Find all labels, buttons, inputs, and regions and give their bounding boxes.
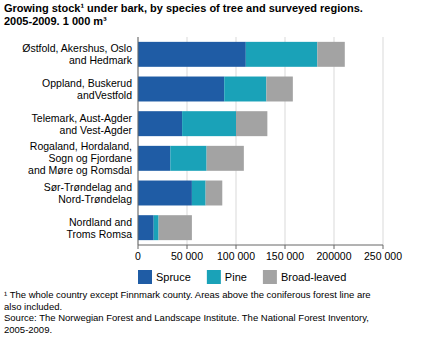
category-label: Østfold, Akershus, Osloand Hedmark xyxy=(22,42,132,66)
grid-line xyxy=(285,37,286,245)
title: Growing stock¹ under bark, by species of… xyxy=(4,2,363,27)
footnote-line: ¹ The whole country except Finnmark coun… xyxy=(4,289,371,300)
category-label: Nordland andTroms Romsa xyxy=(66,216,132,240)
grid-line xyxy=(383,37,384,245)
category-label-line: Nord-Trøndelag xyxy=(58,193,132,205)
bar xyxy=(266,77,292,102)
tick-label: 150 000 xyxy=(266,250,304,262)
tick-label: 0 xyxy=(135,250,141,262)
bar xyxy=(138,146,170,171)
bar xyxy=(192,181,206,206)
bar xyxy=(317,42,344,67)
bar xyxy=(138,181,192,206)
footnote-line: Source: The Norwegian Forest and Landsca… xyxy=(4,312,369,323)
legend-label: Broad-leaved xyxy=(281,271,346,283)
bar xyxy=(138,77,224,102)
legend-label: Pine xyxy=(225,271,247,283)
bar xyxy=(138,111,182,136)
footnote-line: 2005-2009. xyxy=(4,324,52,335)
tick-label: 250 000 xyxy=(364,250,402,262)
bar xyxy=(236,111,267,136)
tick-mark xyxy=(138,245,139,249)
category-label: Rogaland, Hordaland,Sogn og Fjordaneand … xyxy=(28,140,132,176)
category-label-line: and Møre og Romsdal xyxy=(28,164,132,176)
tick-label: 100 000 xyxy=(217,250,255,262)
title-line: 2005-2009. 1 000 m³ xyxy=(4,15,107,27)
y-axis xyxy=(138,37,139,245)
bar xyxy=(224,77,266,102)
category-label-line: Telemark, Aust-Agder xyxy=(32,112,133,124)
category-label-line: and Hedmark xyxy=(69,54,133,66)
category-label: Telemark, Aust-Agderand Vest-Agder xyxy=(32,112,133,136)
tick-mark xyxy=(383,245,384,249)
bar xyxy=(206,181,223,206)
grid-line xyxy=(138,37,139,245)
grid-line xyxy=(236,37,237,245)
category-label: Sør-Trøndelag andNord-Trøndelag xyxy=(44,181,132,205)
bar xyxy=(159,215,192,240)
grid-line xyxy=(334,37,335,245)
bar xyxy=(138,42,246,67)
category-label-line: Rogaland, Hordaland, xyxy=(30,140,132,152)
bar xyxy=(182,111,236,136)
tick-label: 200000 xyxy=(316,250,351,262)
footnote-line: also included. xyxy=(4,301,62,312)
grid-line xyxy=(187,37,188,245)
bar xyxy=(207,146,244,171)
bars xyxy=(138,42,345,240)
legend-swatch xyxy=(138,270,152,284)
category-label-line: Sør-Trøndelag and xyxy=(44,181,132,193)
title-line: Growing stock¹ under bark, by species of… xyxy=(4,2,363,14)
footnote: ¹ The whole country except Finnmark coun… xyxy=(4,289,371,335)
tick-mark xyxy=(334,245,335,249)
bar xyxy=(246,42,318,67)
category-label-line: Sogn og Fjordane xyxy=(49,152,133,164)
legend-swatch xyxy=(207,270,221,284)
bar xyxy=(154,215,159,240)
chart: Growing stock¹ under bark, by species of… xyxy=(0,0,425,356)
bar xyxy=(138,215,154,240)
tick-mark xyxy=(236,245,237,249)
category-label-line: Østfold, Akershus, Oslo xyxy=(22,42,132,54)
legend-swatch xyxy=(263,270,277,284)
tick-mark xyxy=(285,245,286,249)
tick-label: 50 000 xyxy=(171,250,203,262)
tick-mark xyxy=(187,245,188,249)
category-label: Oppland, BuskerudandVestfold xyxy=(42,77,132,101)
category-label-line: and Vest-Agder xyxy=(60,124,133,136)
x-axis xyxy=(138,245,383,246)
category-label-line: Nordland and xyxy=(69,216,132,228)
category-label-line: andVestfold xyxy=(77,89,132,101)
category-label-line: Oppland, Buskerud xyxy=(42,77,132,89)
legend-label: Spruce xyxy=(156,271,191,283)
bar xyxy=(170,146,206,171)
category-label-line: Troms Romsa xyxy=(66,228,132,240)
